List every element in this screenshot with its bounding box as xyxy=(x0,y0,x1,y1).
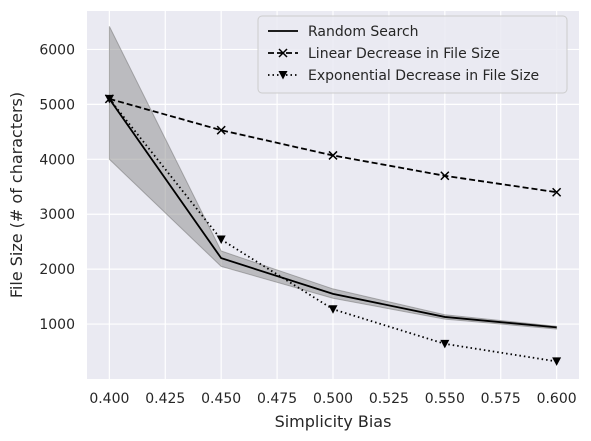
x-tick-label: 0.525 xyxy=(369,391,409,407)
x-tick-label: 0.600 xyxy=(537,391,577,407)
y-tick-label: 4000 xyxy=(39,152,75,168)
x-tick-label: 0.550 xyxy=(425,391,465,407)
y-tick-label: 2000 xyxy=(39,262,75,278)
x-axis-tick-labels: 0.400 0.425 0.450 0.475 0.500 0.525 0.550 0.575… xyxy=(89,391,576,407)
exponential-decrease-in-file-size-point xyxy=(216,235,226,244)
x-tick-label: 0.425 xyxy=(145,391,185,407)
x-tick-label: 0.400 xyxy=(89,391,129,407)
series-markers xyxy=(104,94,562,366)
y-axis-title: File Size (# of characters) xyxy=(7,92,26,298)
random-search-confidence-band xyxy=(108,26,558,330)
x-tick-label: 0.475 xyxy=(257,391,297,407)
legend-label: Linear Decrease in File Size xyxy=(308,46,500,62)
legend-box xyxy=(257,15,568,94)
legend-label: Exponential Decrease in File Size xyxy=(308,68,539,84)
random-search-line xyxy=(108,98,557,329)
exponential-decrease-in-file-size-point xyxy=(552,357,562,366)
legend: Random Search Linear Decrease in File Siz… xyxy=(257,15,568,94)
linear-decrease-in-file-size-point xyxy=(328,150,338,160)
x-tick-label: 0.500 xyxy=(313,391,353,407)
linear-decrease-in-file-size-point xyxy=(440,171,450,181)
exponential-decrease-in-file-size-point xyxy=(104,94,114,104)
legend-label: Random Search xyxy=(308,24,419,40)
y-tick-label: 6000 xyxy=(39,42,75,58)
y-axis-tick-labels: 1000 2000 3000 4000 5000 6000 xyxy=(39,42,75,333)
x-axis-title: Simplicity Bias xyxy=(275,412,392,431)
legend-marker xyxy=(278,71,288,80)
exponential-decrease-in-file-size-point xyxy=(328,305,338,314)
linear-decrease-in-file-size-point xyxy=(216,125,226,135)
exponential-decrease-in-file-size-point xyxy=(440,339,450,349)
legend-marker xyxy=(278,48,288,58)
y-tick-label: 1000 xyxy=(39,317,75,333)
x-tick-label: 0.575 xyxy=(481,391,521,407)
y-tick-label: 5000 xyxy=(39,97,75,113)
y-tick-label: 3000 xyxy=(39,207,75,223)
linear-decrease-in-file-size-point xyxy=(552,187,562,197)
x-tick-label: 0.450 xyxy=(201,391,241,407)
